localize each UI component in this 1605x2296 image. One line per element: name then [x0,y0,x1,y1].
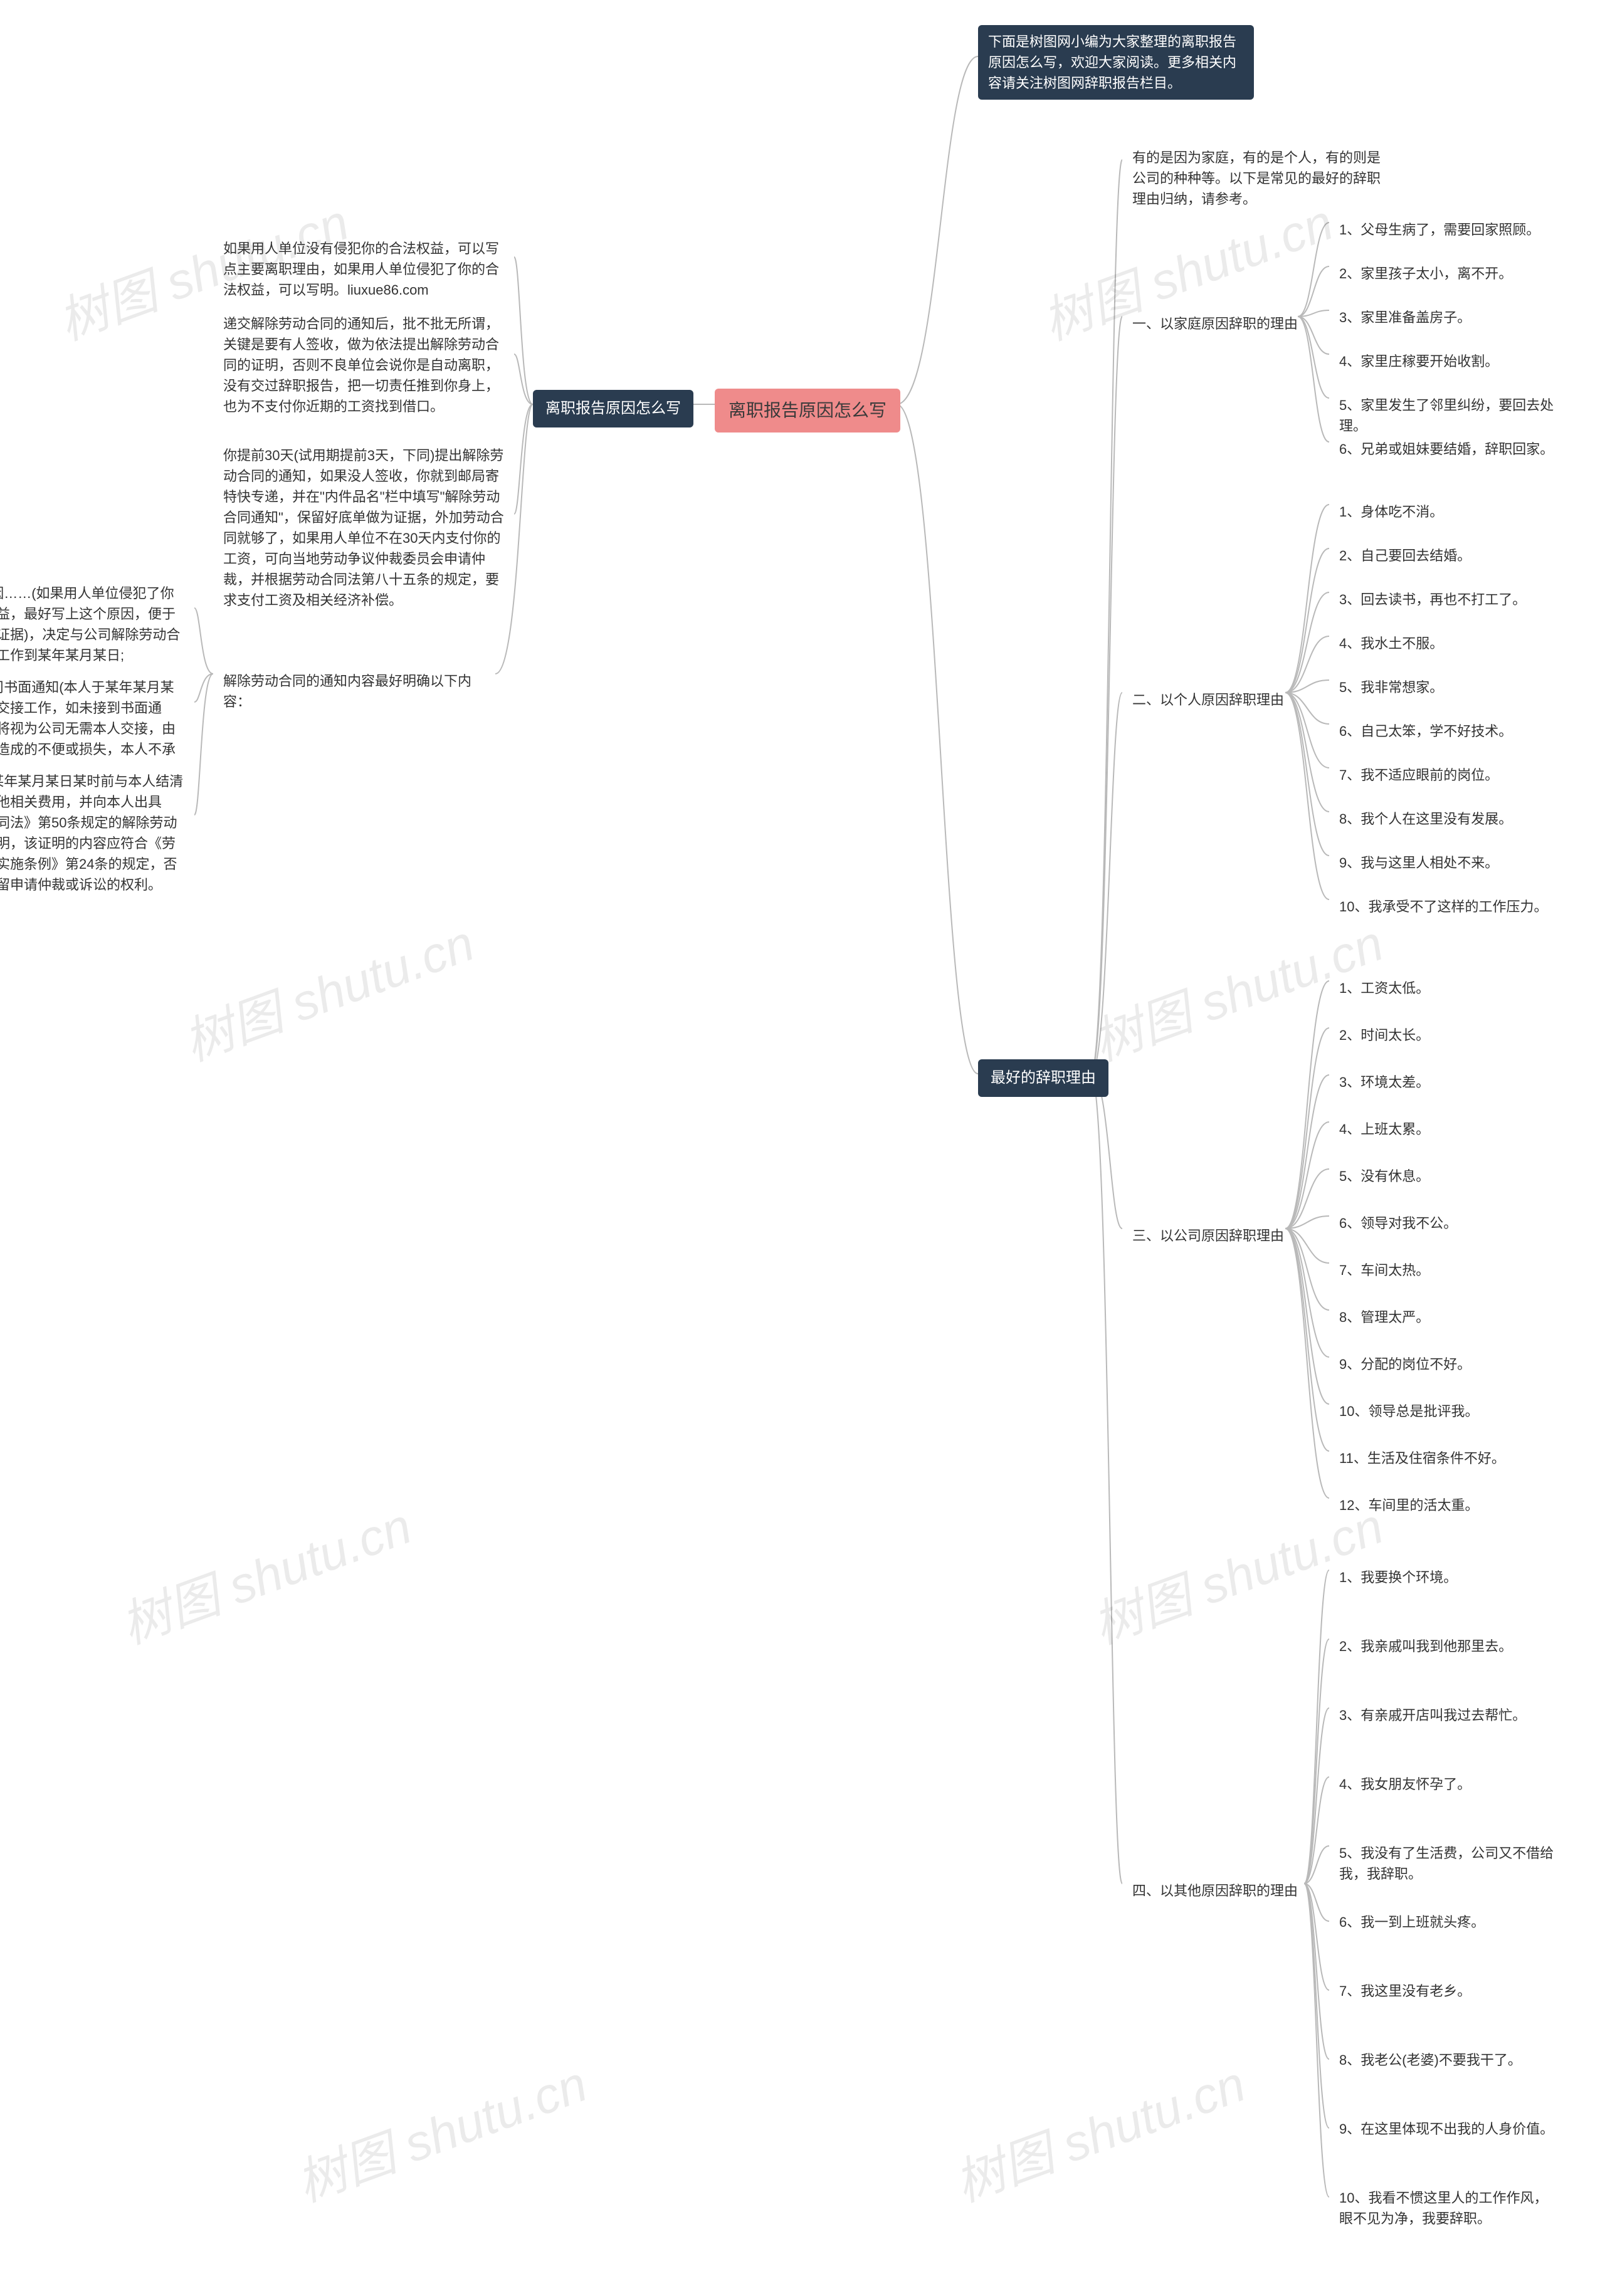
branch-how-to-write: 离职报告原因怎么写 [533,390,693,427]
cat3-item-7: 8、管理太严。 [1329,1301,1580,1334]
cat3-item-5: 6、领导对我不公。 [1329,1207,1580,1240]
cat4-item-7: 8、我老公(老婆)不要我干了。 [1329,2043,1567,2077]
cat4-item-3: 4、我女朋友怀孕了。 [1329,1768,1567,1801]
watermark-6: 树图 shutu.cn [285,2044,596,2216]
cat3-item-9: 10、领导总是批评我。 [1329,1395,1580,1428]
category-personal: 二、以个人原因辞职理由 [1122,683,1294,716]
cat2-item-8: 9、我与这里人相处不来。 [1329,846,1580,879]
category-company: 三、以公司原因辞职理由 [1122,1219,1294,1252]
notice-item-0: 1、本人因……(如果用人单位侵犯了你的合法权益，最好写上这个原因，便于以后作为证… [0,577,194,672]
cat2-item-0: 1、身体吃不消。 [1329,495,1580,528]
howto-item-0: 如果用人单位没有侵犯你的合法权益，可以写点主要离职理由，如果用人单位侵犯了你的合… [213,232,514,307]
cat4-item-8: 9、在这里体现不出我的人身价值。 [1329,2112,1567,2146]
howto-item-2: 你提前30天(试用期提前3天，下同)提出解除劳动合同的通知，如果没人签收，你就到… [213,439,514,617]
cat3-item-1: 2、时间太长。 [1329,1019,1580,1052]
cat4-item-1: 2、我亲戚叫我到他那里去。 [1329,1630,1567,1663]
cat1-item-3: 4、家里庄稼要开始收割。 [1329,345,1580,378]
cat3-item-10: 11、生活及住宿条件不好。 [1329,1442,1580,1475]
cat2-item-4: 5、我非常想家。 [1329,671,1580,704]
best-intro-text: 有的是因为家庭，有的是个人，有的则是公司的种种等。以下是常见的最好的辞职理由归纳… [1122,141,1398,216]
cat2-item-2: 3、回去读书，再也不打工了。 [1329,583,1580,616]
branch-best-reasons: 最好的辞职理由 [978,1059,1108,1097]
cat3-item-2: 3、环境太差。 [1329,1066,1580,1099]
cat4-item-6: 7、我这里没有老乡。 [1329,1974,1567,2008]
cat3-item-3: 4、上班太累。 [1329,1113,1580,1146]
cat2-item-5: 6、自己太笨，学不好技术。 [1329,715,1580,748]
watermark-7: 树图 shutu.cn [944,2044,1254,2216]
cat1-item-2: 3、家里准备盖房子。 [1329,301,1580,334]
cat1-item-5: 6、兄弟或姐妹要结婚，辞职回家。 [1329,432,1580,466]
category-family: 一、以家庭原因辞职的理由 [1122,307,1308,340]
notice-item-2: 3、请于某年某月某日某时前与本人结清工资及其他相关费用，并向本人出具《劳动合同法… [0,765,194,901]
cat3-item-6: 7、车间太热。 [1329,1254,1580,1287]
cat1-item-1: 2、家里孩子太小，离不开。 [1329,257,1580,290]
root-node: 离职报告原因怎么写 [715,389,900,432]
cat3-item-8: 9、分配的岗位不好。 [1329,1348,1580,1381]
cat2-item-6: 7、我不适应眼前的岗位。 [1329,758,1580,792]
intro-node: 下面是树图网小编为大家整理的离职报告原因怎么写，欢迎大家阅读。更多相关内容请关注… [978,25,1254,100]
howto-item-1: 递交解除劳动合同的通知后，批不批无所谓，关键是要有人签收，做为依法提出解除劳动合… [213,307,514,423]
cat3-item-0: 1、工资太低。 [1329,972,1580,1005]
cat3-item-4: 5、没有休息。 [1329,1160,1580,1193]
cat1-item-0: 1、父母生病了，需要回家照顾。 [1329,213,1580,246]
cat4-item-4: 5、我没有了生活费，公司又不借给我，我辞职。 [1329,1837,1567,1890]
sub-notice-content: 解除劳动合同的通知内容最好明确以下内容： [213,664,489,718]
cat4-item-0: 1、我要换个环境。 [1329,1561,1567,1594]
cat2-item-1: 2、自己要回去结婚。 [1329,539,1580,572]
cat4-item-9: 10、我看不惯这里人的工作作风，眼不见为净，我要辞职。 [1329,2181,1567,2235]
category-other: 四、以其他原因辞职的理由 [1122,1874,1308,1907]
watermark-2: 树图 shutu.cn [172,903,483,1076]
cat2-item-3: 4、我水土不服。 [1329,627,1580,660]
cat2-item-7: 8、我个人在这里没有发展。 [1329,802,1580,836]
cat4-item-5: 6、我一到上班就头疼。 [1329,1905,1567,1939]
cat3-item-11: 12、车间里的活太重。 [1329,1489,1580,1522]
watermark-4: 树图 shutu.cn [110,1486,420,1659]
cat4-item-2: 3、有亲戚开店叫我过去帮忙。 [1329,1699,1567,1732]
cat2-item-9: 10、我承受不了这样的工作压力。 [1329,890,1580,923]
